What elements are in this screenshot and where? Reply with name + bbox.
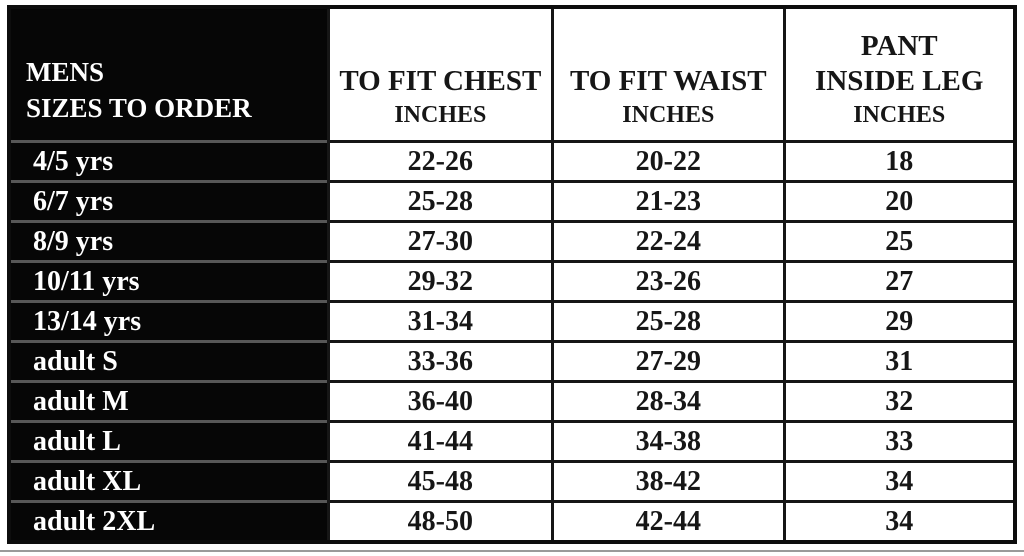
table-row: adult M 36-40 28-34 32 <box>11 380 1013 420</box>
table-row: 4/5 yrs 22-26 20-22 18 <box>11 140 1013 180</box>
waist-cell: 34-38 <box>551 420 783 460</box>
size-cell: 10/11 yrs <box>11 260 327 300</box>
size-cell: 13/14 yrs <box>11 300 327 340</box>
waist-cell: 23-26 <box>551 260 783 300</box>
chest-cell: 31-34 <box>326 300 552 340</box>
table-row: 8/9 yrs 27-30 22-24 25 <box>11 220 1013 260</box>
chest-cell: 25-28 <box>326 180 552 220</box>
size-chart-table: MENS SIZES TO ORDER TO FIT CHEST INCHES … <box>7 5 1017 544</box>
leg-cell: 18 <box>782 140 1013 180</box>
chest-cell: 36-40 <box>326 380 552 420</box>
column-header-waist: TO FIT WAIST INCHES <box>551 9 782 140</box>
size-cell: adult XL <box>11 460 327 500</box>
corner-header-mens-sizes: MENS SIZES TO ORDER <box>11 9 327 140</box>
chest-cell: 27-30 <box>326 220 552 260</box>
leg-cell: 32 <box>782 380 1013 420</box>
chest-cell: 33-36 <box>326 340 552 380</box>
waist-cell: 38-42 <box>551 460 783 500</box>
leg-cell: 34 <box>782 460 1013 500</box>
chest-cell: 22-26 <box>326 140 552 180</box>
leg-cell: 33 <box>782 420 1013 460</box>
waist-header-label: TO FIT WAIST <box>569 65 767 98</box>
table-row: adult XL 45-48 38-42 34 <box>11 460 1013 500</box>
chest-header-units: INCHES <box>394 101 487 128</box>
table-row: 10/11 yrs 29-32 23-26 27 <box>11 260 1013 300</box>
size-cell: 6/7 yrs <box>11 180 327 220</box>
size-cell: 8/9 yrs <box>11 220 327 260</box>
size-cell: adult S <box>11 340 327 380</box>
table-row: adult S 33-36 27-29 31 <box>11 340 1013 380</box>
leg-cell: 34 <box>782 500 1013 540</box>
waist-cell: 42-44 <box>551 500 783 540</box>
size-cell: adult 2XL <box>11 500 327 540</box>
pant-header-line1: PANT <box>860 30 938 63</box>
size-cell: 4/5 yrs <box>11 140 327 180</box>
column-header-pant-inside-leg: PANT INSIDE LEG INCHES <box>782 9 1013 140</box>
waist-cell: 20-22 <box>551 140 783 180</box>
corner-header-line2: SIZES TO ORDER <box>26 93 252 124</box>
leg-cell: 25 <box>782 220 1013 260</box>
table-row: adult L 41-44 34-38 33 <box>11 420 1013 460</box>
pant-header-line2: INSIDE LEG <box>815 65 984 98</box>
header-row: MENS SIZES TO ORDER TO FIT CHEST INCHES … <box>11 9 1013 140</box>
leg-cell: 20 <box>782 180 1013 220</box>
size-cell: adult L <box>11 420 327 460</box>
waist-cell: 25-28 <box>551 300 783 340</box>
table-row: 6/7 yrs 25-28 21-23 20 <box>11 180 1013 220</box>
chest-cell: 41-44 <box>326 420 552 460</box>
chest-header-label: TO FIT CHEST <box>339 65 542 98</box>
column-header-chest: TO FIT CHEST INCHES <box>326 9 551 140</box>
leg-cell: 27 <box>782 260 1013 300</box>
corner-header-line1: MENS <box>26 57 105 88</box>
leg-cell: 29 <box>782 300 1013 340</box>
chest-cell: 29-32 <box>326 260 552 300</box>
waist-cell: 27-29 <box>551 340 783 380</box>
table-row: 13/14 yrs 31-34 25-28 29 <box>11 300 1013 340</box>
waist-cell: 22-24 <box>551 220 783 260</box>
waist-header-units: INCHES <box>622 101 715 128</box>
pant-header-units: INCHES <box>853 101 946 128</box>
chest-cell: 45-48 <box>326 460 552 500</box>
leg-cell: 31 <box>782 340 1013 380</box>
bottom-edge-line <box>0 550 1024 552</box>
waist-cell: 28-34 <box>551 380 783 420</box>
waist-cell: 21-23 <box>551 180 783 220</box>
table-row: adult 2XL 48-50 42-44 34 <box>11 500 1013 540</box>
size-cell: adult M <box>11 380 327 420</box>
chest-cell: 48-50 <box>326 500 552 540</box>
